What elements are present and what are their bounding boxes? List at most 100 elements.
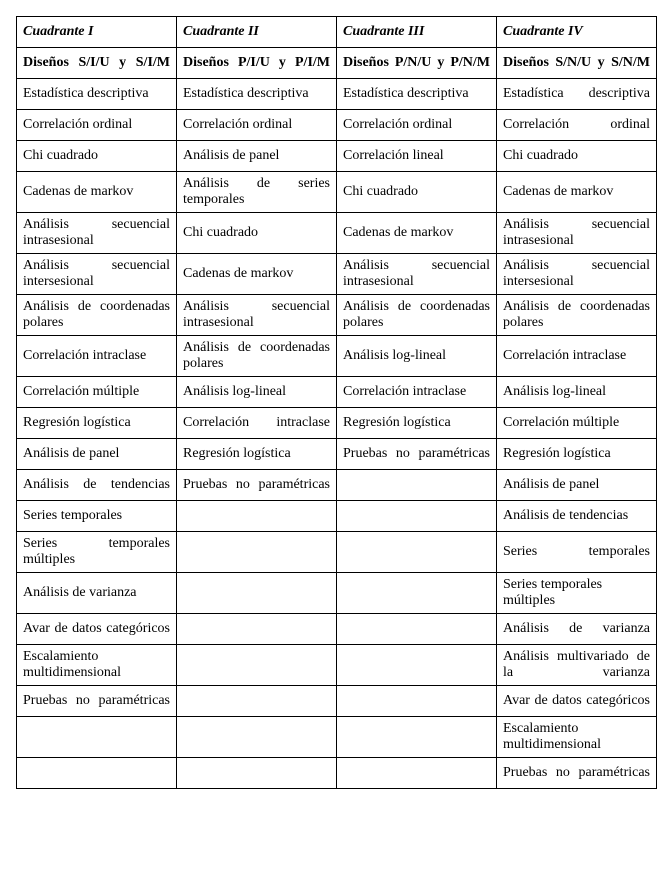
table-cell: Chi cuadrado <box>497 141 657 172</box>
table-cell <box>17 758 177 789</box>
table-cell: Regresión logística <box>497 439 657 470</box>
table-cell <box>337 501 497 532</box>
table-row: Análisis de coordenadas polaresAnálisis … <box>17 295 657 336</box>
table-cell: Correlación intraclase <box>17 336 177 377</box>
table-row: Escalamiento multidimensionalAnálisis mu… <box>17 645 657 686</box>
table-cell <box>337 614 497 645</box>
table-cell: Series temporales <box>497 532 657 573</box>
table-row: Correlación intraclaseAnálisis de coorde… <box>17 336 657 377</box>
table-cell: Regresión logística <box>177 439 337 470</box>
table-cell: Cadenas de markov <box>497 172 657 213</box>
table-cell: Correlación múltiple <box>17 377 177 408</box>
table-cell: Avar de datos categóricos <box>17 614 177 645</box>
table-cell: Análisis de coordenadas polares <box>497 295 657 336</box>
table-row: Series temporales múltiples Series tempor… <box>17 532 657 573</box>
table-cell <box>177 573 337 614</box>
table-cell <box>177 717 337 758</box>
table-cell: Estadística descriptiva <box>177 79 337 110</box>
header-row-quadrants: Cuadrante I Cuadrante II Cuadrante III C… <box>17 17 657 48</box>
table-row: Series temporales Análisis de tendencias <box>17 501 657 532</box>
table-cell: Análisis de panel <box>17 439 177 470</box>
table-cell: Series temporales <box>17 501 177 532</box>
col-header-q1: Cuadrante I <box>17 17 177 48</box>
table-row: Avar de datos categóricos Análisis de var… <box>17 614 657 645</box>
table-cell: Pruebas no paramétricas <box>177 470 337 501</box>
table-row: Escalamiento multidimensional <box>17 717 657 758</box>
table-row: Pruebas no paramétricas Avar de datos cat… <box>17 686 657 717</box>
table-cell: Correlación intraclase <box>177 408 337 439</box>
table-cell: Series temporales múltiples <box>17 532 177 573</box>
table-cell: Análisis de varianza <box>497 614 657 645</box>
table-row: Análisis de tendenciasPruebas no paramét… <box>17 470 657 501</box>
table-cell <box>337 758 497 789</box>
design-header-3: Diseños P/N/U y P/N/M <box>337 48 497 79</box>
table-cell: Estadística descriptiva <box>497 79 657 110</box>
table-cell: Correlación ordinal <box>17 110 177 141</box>
table-cell: Chi cuadrado <box>17 141 177 172</box>
table-cell <box>337 573 497 614</box>
design-header-4: Diseños S/N/U y S/N/M <box>497 48 657 79</box>
table-cell <box>177 501 337 532</box>
table-cell: Correlación ordinal <box>337 110 497 141</box>
table-cell: Cadenas de markov <box>337 213 497 254</box>
table-cell: Chi cuadrado <box>177 213 337 254</box>
table-cell: Análisis de panel <box>177 141 337 172</box>
table-cell <box>177 532 337 573</box>
table-cell: Análisis log-lineal <box>337 336 497 377</box>
table-cell <box>17 717 177 758</box>
table-cell <box>177 686 337 717</box>
table-cell: Análisis de series temporales <box>177 172 337 213</box>
table-cell: Regresión logística <box>337 408 497 439</box>
table-cell: Estadística descriptiva <box>17 79 177 110</box>
table-cell: Análisis de tendencias <box>17 470 177 501</box>
table-cell: Chi cuadrado <box>337 172 497 213</box>
table-row: Análisis secuencial intrasesionalChi cua… <box>17 213 657 254</box>
table-cell: Análisis secuencial intersesional <box>497 254 657 295</box>
table-cell: Análisis secuencial intrasesional <box>177 295 337 336</box>
table-cell: Análisis log-lineal <box>177 377 337 408</box>
table-row: Chi cuadradoAnálisis de panelCorrelación… <box>17 141 657 172</box>
table-cell: Análisis log-lineal <box>497 377 657 408</box>
table-cell: Correlación ordinal <box>177 110 337 141</box>
table-row: Correlación múltipleAnálisis log-linealC… <box>17 377 657 408</box>
table-row: Análisis de varianza Series temporales mú… <box>17 573 657 614</box>
table-cell: Series temporales múltiples <box>497 573 657 614</box>
table-cell <box>337 532 497 573</box>
table-cell: Análisis secuencial intrasesional <box>337 254 497 295</box>
table-cell: Correlación lineal <box>337 141 497 172</box>
table-cell: Avar de datos categóricos <box>497 686 657 717</box>
table-cell: Análisis secuencial intersesional <box>17 254 177 295</box>
quadrant-table: Cuadrante I Cuadrante II Cuadrante III C… <box>16 16 657 789</box>
table-cell: Análisis de varianza <box>17 573 177 614</box>
col-header-q4: Cuadrante IV <box>497 17 657 48</box>
table-cell: Cadenas de markov <box>17 172 177 213</box>
table-cell: Análisis de coordenadas polares <box>337 295 497 336</box>
table-cell: Escalamiento multidimensional <box>497 717 657 758</box>
table-cell: Pruebas no paramétricas <box>337 439 497 470</box>
col-header-q2: Cuadrante II <box>177 17 337 48</box>
col-header-q3: Cuadrante III <box>337 17 497 48</box>
table-cell <box>177 614 337 645</box>
table-cell: Análisis de tendencias <box>497 501 657 532</box>
table-cell <box>337 717 497 758</box>
table-cell <box>177 645 337 686</box>
table-cell: Regresión logística <box>17 408 177 439</box>
table-row: Cadenas de markovAnálisis de series temp… <box>17 172 657 213</box>
design-header-2: Diseños P/I/U y P/I/M <box>177 48 337 79</box>
table-row: Análisis secuencial intersesionalCadenas… <box>17 254 657 295</box>
table-cell <box>337 686 497 717</box>
design-header-1: Diseños S/I/U y S/I/M <box>17 48 177 79</box>
table-row: Regresión logísticaCorrelación intraclas… <box>17 408 657 439</box>
table-cell: Correlación intraclase <box>337 377 497 408</box>
table-cell: Correlación múltiple <box>497 408 657 439</box>
table-row: Análisis de panelRegresión logísticaPrue… <box>17 439 657 470</box>
table-cell <box>177 758 337 789</box>
table-cell <box>337 645 497 686</box>
table-cell: Análisis secuencial intrasesional <box>17 213 177 254</box>
table-cell: Análisis de coordenadas polares <box>17 295 177 336</box>
table-cell: Análisis de coordenadas polares <box>177 336 337 377</box>
table-cell: Análisis de panel <box>497 470 657 501</box>
table-cell: Pruebas no paramétricas <box>17 686 177 717</box>
table-cell: Correlación ordinal <box>497 110 657 141</box>
table-cell: Análisis secuencial intrasesional <box>497 213 657 254</box>
